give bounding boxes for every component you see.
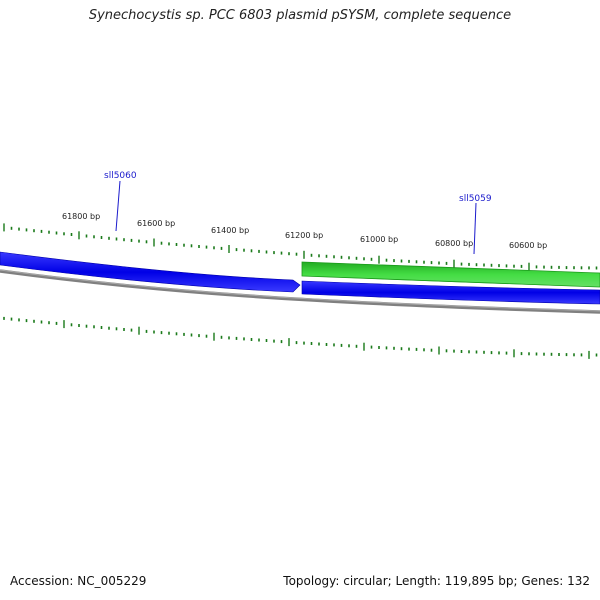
outer-tick-track <box>3 223 598 271</box>
gene-arrow-sll5059[interactable] <box>301 280 600 305</box>
tick-label: 60600 bp <box>509 241 547 250</box>
gene-arrow-sll5060[interactable] <box>0 251 301 293</box>
gene-labels: sll5060 sll5059 <box>104 171 492 255</box>
tick-label: 61200 bp <box>285 231 323 240</box>
gene-leader-line <box>115 180 121 232</box>
tick-labels: 61800 bp 61600 bp 61400 bp 61200 bp 6100… <box>62 212 547 250</box>
gene-leader-line <box>473 202 477 255</box>
backbone-white <box>0 266 600 309</box>
tick-label: 60800 bp <box>435 239 473 248</box>
topology-summary: Topology: circular; Length: 119,895 bp; … <box>283 574 590 588</box>
tick-label: 61800 bp <box>62 212 100 221</box>
tick-label: 61400 bp <box>211 226 249 235</box>
backbone-highlight <box>0 269 600 312</box>
gene-label-sll5060[interactable]: sll5060 <box>104 171 137 181</box>
map-title: Synechocystis sp. PCC 6803 plasmid pSYSM… <box>88 8 512 23</box>
gene-feature-green[interactable] <box>301 261 600 288</box>
tick-label: 61600 bp <box>137 219 175 228</box>
inner-tick-track <box>3 316 598 359</box>
accession-text: Accession: NC_005229 <box>10 574 147 588</box>
gene-label-sll5059[interactable]: sll5059 <box>459 194 492 204</box>
backbone-circle <box>0 269 600 314</box>
tick-label: 61000 bp <box>360 235 398 244</box>
